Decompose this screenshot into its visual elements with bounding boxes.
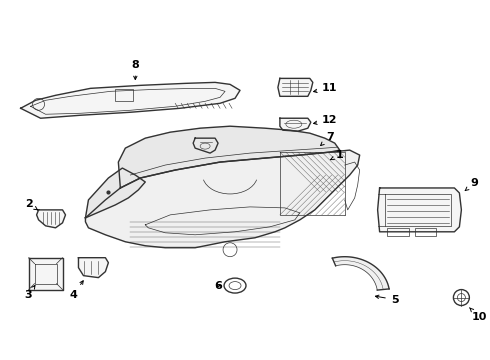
Polygon shape — [85, 168, 145, 218]
Polygon shape — [28, 258, 63, 289]
Text: 3: 3 — [25, 285, 35, 300]
Bar — [387, 228, 409, 236]
Text: 4: 4 — [70, 281, 83, 300]
Text: 5: 5 — [375, 294, 398, 305]
Polygon shape — [37, 210, 66, 228]
Text: 7: 7 — [320, 132, 334, 145]
Text: 12: 12 — [314, 115, 338, 125]
Text: 9: 9 — [465, 178, 478, 190]
Polygon shape — [78, 258, 108, 278]
Bar — [115, 89, 133, 101]
Text: 1: 1 — [330, 150, 343, 160]
Text: 6: 6 — [214, 280, 222, 291]
Polygon shape — [332, 257, 389, 290]
Polygon shape — [119, 126, 340, 188]
Polygon shape — [85, 150, 360, 248]
Text: 2: 2 — [24, 199, 38, 210]
Polygon shape — [280, 118, 311, 131]
Text: 10: 10 — [469, 308, 487, 323]
Text: 11: 11 — [314, 84, 338, 93]
Bar — [415, 228, 437, 236]
Text: 8: 8 — [131, 60, 139, 80]
Polygon shape — [378, 188, 462, 232]
Polygon shape — [278, 78, 313, 96]
Polygon shape — [193, 138, 218, 153]
Polygon shape — [21, 82, 240, 118]
